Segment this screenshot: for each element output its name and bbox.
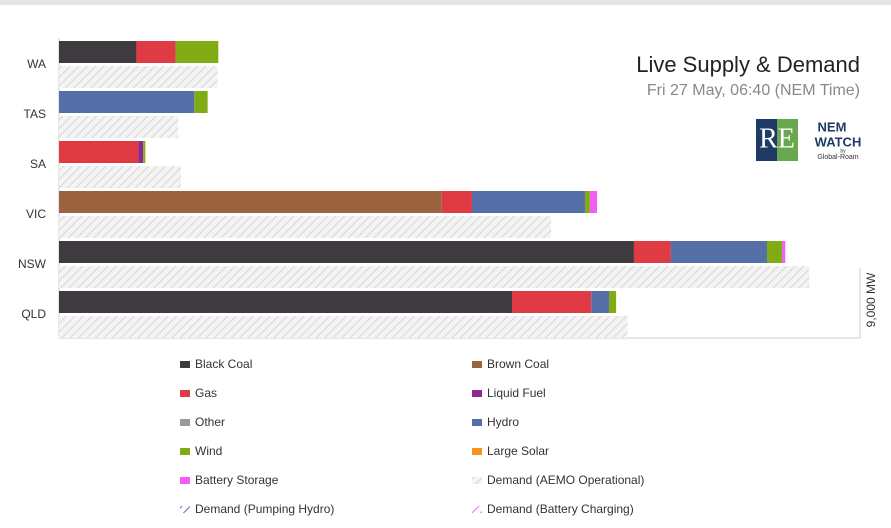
legend-swatch [180, 477, 190, 484]
supply-bar [175, 41, 219, 63]
logo-re: RE [756, 119, 798, 161]
legend-swatch [472, 361, 482, 368]
supply-bar [589, 191, 598, 213]
legend-label[interactable]: Battery Storage [195, 473, 279, 487]
legend-label[interactable]: Brown Coal [487, 357, 549, 371]
logo-text: Global-Roam [817, 154, 858, 161]
logo-shape [777, 119, 798, 161]
logo-text: WATCH [815, 134, 862, 149]
demand-bar [59, 216, 552, 238]
y-tick-label: QLD [21, 307, 46, 321]
logo-nemwatch: NEM WATCH by Global-Roam [815, 119, 862, 160]
demand-bar [59, 66, 218, 88]
demand-bar [59, 116, 179, 138]
supply-bar [138, 141, 144, 163]
supply-bar [609, 291, 617, 313]
supply-bar [59, 191, 442, 213]
supply-bar [59, 291, 513, 313]
supply-bar [584, 191, 590, 213]
y-tick-label: SA [30, 157, 46, 171]
legend-label[interactable]: Hydro [487, 415, 519, 429]
supply-bar [136, 41, 176, 63]
logo-text: by [840, 148, 846, 154]
legend-label[interactable]: Other [195, 415, 225, 429]
legend-swatch [472, 506, 482, 513]
legend-label[interactable]: Demand (Battery Charging) [487, 502, 634, 516]
legend-swatch [472, 477, 482, 484]
logo-text: NEM [818, 119, 847, 134]
supply-bar [512, 291, 592, 313]
legend-swatch [180, 361, 190, 368]
legend-swatch [180, 390, 190, 397]
top-bar [0, 0, 891, 5]
legend-label[interactable]: Gas [195, 386, 217, 400]
legend-swatch [180, 506, 190, 513]
legend-swatch [180, 448, 190, 455]
supply-bar [194, 91, 208, 113]
demand-bar [59, 166, 181, 188]
legend-label[interactable]: Demand (AEMO Operational) [487, 473, 644, 487]
supply-bar [766, 241, 783, 263]
legend-swatch [472, 448, 482, 455]
supply-bar [59, 91, 195, 113]
supply-bar [782, 241, 786, 263]
logo-text: RE [759, 123, 795, 154]
legend-swatch [180, 419, 190, 426]
supply-bar [471, 191, 585, 213]
legend-label[interactable]: Wind [195, 444, 222, 458]
demand-bar [59, 316, 628, 338]
legend-swatch [472, 390, 482, 397]
y-tick-label: NSW [18, 257, 47, 271]
legend-label[interactable]: Black Coal [195, 357, 252, 371]
y-tick-label: VIC [26, 207, 46, 221]
x-tick-label: 9,000 MW [864, 272, 878, 327]
legend-label[interactable]: Large Solar [487, 444, 549, 458]
supply-bar [59, 41, 137, 63]
supply-bar [59, 141, 139, 163]
legend-label[interactable]: Liquid Fuel [487, 386, 546, 400]
chart-subtitle: Fri 27 May, 06:40 (NEM Time) [647, 82, 860, 99]
demand-bar [59, 266, 810, 288]
supply-bar [441, 191, 472, 213]
y-tick-label: TAS [24, 107, 46, 121]
legend-label[interactable]: Demand (Pumping Hydro) [195, 502, 334, 516]
supply-bar [59, 241, 634, 263]
chart-title: Live Supply & Demand [636, 52, 860, 77]
supply-bar [633, 241, 671, 263]
supply-bar [143, 141, 146, 163]
supply-bar [670, 241, 767, 263]
legend-swatch [472, 419, 482, 426]
supply-bar [591, 291, 610, 313]
y-tick-label: WA [27, 57, 46, 71]
